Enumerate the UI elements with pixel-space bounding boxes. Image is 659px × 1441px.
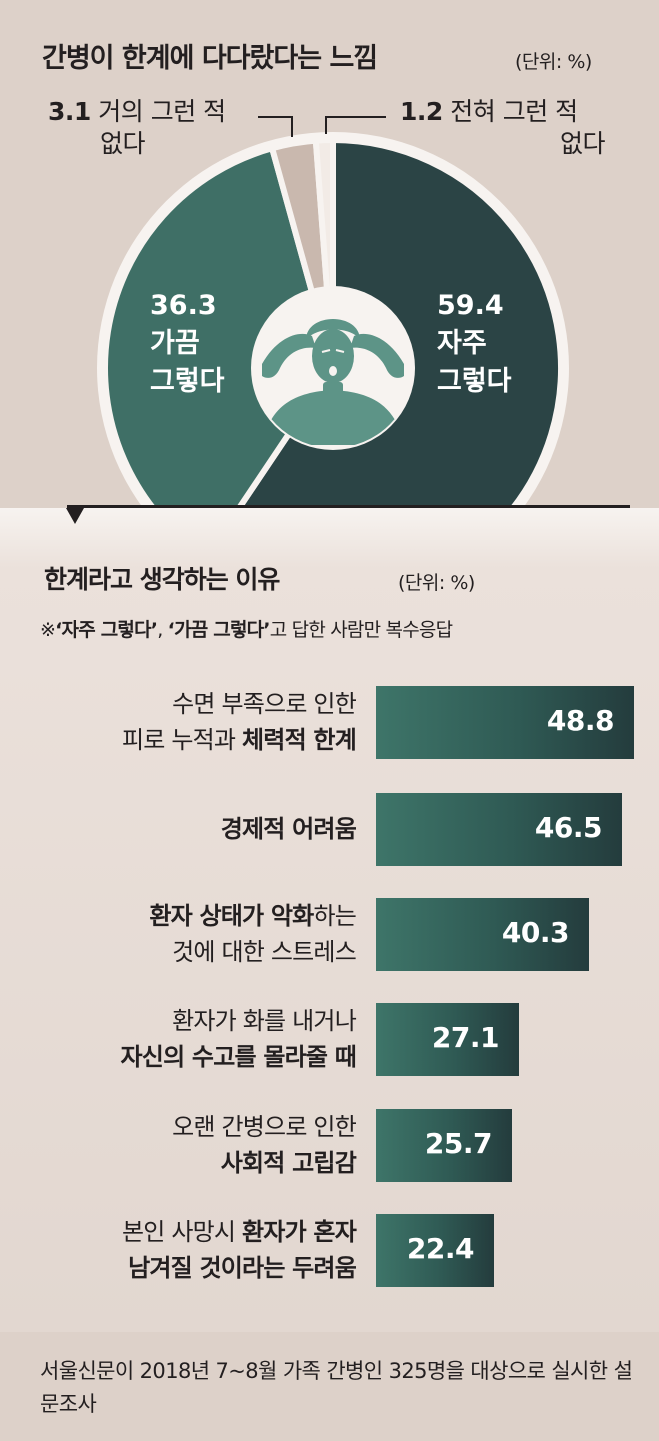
- pie-title: 간병이 한계에 다다랐다는 느낌: [42, 36, 378, 75]
- bar-category-text: 사회적 고립감: [220, 1149, 357, 1177]
- note-separator: ,: [157, 619, 168, 641]
- callout-never-value: 1.2: [400, 97, 443, 126]
- bar: 48.8: [376, 686, 634, 759]
- bar-category-line: 남겨질 것이라는 두려움: [122, 1250, 357, 1286]
- pie-title-text: 간병이 한계에 다다랐다는 느낌: [42, 43, 378, 74]
- bar-value-label: 25.7: [424, 1127, 493, 1160]
- callout-never: 1.2 전혀 그런 적 없다: [400, 96, 606, 160]
- pie-chart: 59.4 자주 그렇다 36.3 가끔 그렇다: [97, 116, 569, 507]
- source-note: 서울신문이 2018년 7~8월 가족 간병인 325명을 대상으로 실시한 설…: [40, 1359, 633, 1416]
- bar-category-text: 환자가 화를 내거나: [172, 1007, 357, 1035]
- pie-section: 59.4 자주 그렇다 36.3 가끔 그렇다 간병이 한계에 다다랐다는 느낌…: [0, 0, 659, 507]
- bar-category-line: 사회적 고립감: [172, 1145, 357, 1181]
- bar-category-text: 환자가 혼자: [242, 1218, 357, 1246]
- bar-category-label: 경제적 어려움: [220, 811, 357, 847]
- bar-category-text: 수면 부족으로 인한: [172, 690, 357, 718]
- callout-rarely-label-2: 없다: [100, 129, 146, 158]
- bar: 27.1: [376, 1003, 519, 1076]
- leader-line-left: [258, 116, 293, 137]
- bar-category-text: 체력적 한계: [242, 726, 357, 754]
- bar-value-label: 27.1: [431, 1021, 500, 1054]
- bar-category-text: 것에 대한 스트레스: [172, 938, 357, 966]
- callout-never-label-2: 없다: [560, 129, 606, 158]
- bar-note: ※‘자주 그렇다’, ‘가끔 그렇다’고 답한 사람만 복수응답: [40, 615, 453, 642]
- footer: 서울신문이 2018년 7~8월 가족 간병인 325명을 대상으로 실시한 설…: [0, 1333, 659, 1441]
- note-mark: ※: [40, 619, 56, 641]
- down-pointer-icon: [66, 508, 84, 524]
- bar-category-line: 환자가 화를 내거나: [121, 1003, 357, 1039]
- bar-category-text: 오랜 간병으로 인한: [172, 1113, 357, 1141]
- callout-rarely-value: 3.1: [48, 97, 91, 126]
- callout-rarely: 3.1 거의 그런 적 없다: [48, 96, 226, 160]
- stressed-person-holding-head-icon: [251, 286, 415, 450]
- bar-category-text: 본인 사망시: [121, 1218, 243, 1246]
- note-sometimes: ‘가끔 그렇다’: [167, 619, 271, 641]
- callout-never-label: 전혀 그런 적: [442, 97, 578, 126]
- slice-label-sometimes: 36.3 가끔 그렇다: [150, 290, 226, 397]
- bar: 40.3: [376, 898, 589, 971]
- bar-category-text: 하는: [313, 902, 356, 930]
- bar: 22.4: [376, 1214, 494, 1287]
- bar: 46.5: [376, 793, 622, 866]
- bar-category-line: 수면 부족으로 인한: [122, 686, 357, 722]
- bar-category-text: 남겨질 것이라는 두려움: [128, 1254, 357, 1282]
- bar-category-text: 환자 상태가 악화: [149, 902, 314, 930]
- bar-unit: (단위: %): [398, 572, 475, 594]
- bar-category-text: 피로 누적과: [121, 726, 243, 754]
- bar-value-label: 48.8: [546, 704, 615, 737]
- bar-category-text: 자신의 수고를 몰라줄 때: [120, 1043, 357, 1071]
- bar-category-line: 피로 누적과 체력적 한계: [121, 722, 357, 758]
- slice-label-often: 59.4 자주 그렇다: [437, 290, 513, 397]
- note-rest: 고 답한 사람만 복수응답: [269, 619, 453, 641]
- bar-category-line: 오랜 간병으로 인한: [172, 1109, 357, 1145]
- pie-unit: (단위: %): [515, 51, 592, 73]
- bar-category-text: 경제적 어려움: [220, 815, 357, 843]
- bar-row: 경제적 어려움 46.5: [0, 793, 659, 866]
- bar-category-line: 것에 대한 스트레스: [149, 934, 357, 970]
- section-divider: [67, 505, 630, 508]
- bar-category-line: 자신의 수고를 몰라줄 때: [120, 1039, 357, 1075]
- leader-line-right: [325, 116, 386, 134]
- bar-value-label: 46.5: [534, 811, 603, 844]
- note-often: ‘자주 그렇다’: [55, 619, 158, 641]
- bar-category-line: 경제적 어려움: [220, 811, 357, 847]
- bar-value-label: 40.3: [501, 916, 570, 949]
- bar: 25.7: [376, 1109, 512, 1182]
- bar-value-label: 22.4: [406, 1232, 475, 1265]
- bar-category-line: 본인 사망시 환자가 혼자: [121, 1214, 357, 1250]
- bar-category-line: 환자 상태가 악화하는: [149, 898, 356, 934]
- callout-rarely-label: 거의 그런 적: [90, 97, 226, 126]
- bar-title: 한계라고 생각하는 이유: [44, 565, 280, 594]
